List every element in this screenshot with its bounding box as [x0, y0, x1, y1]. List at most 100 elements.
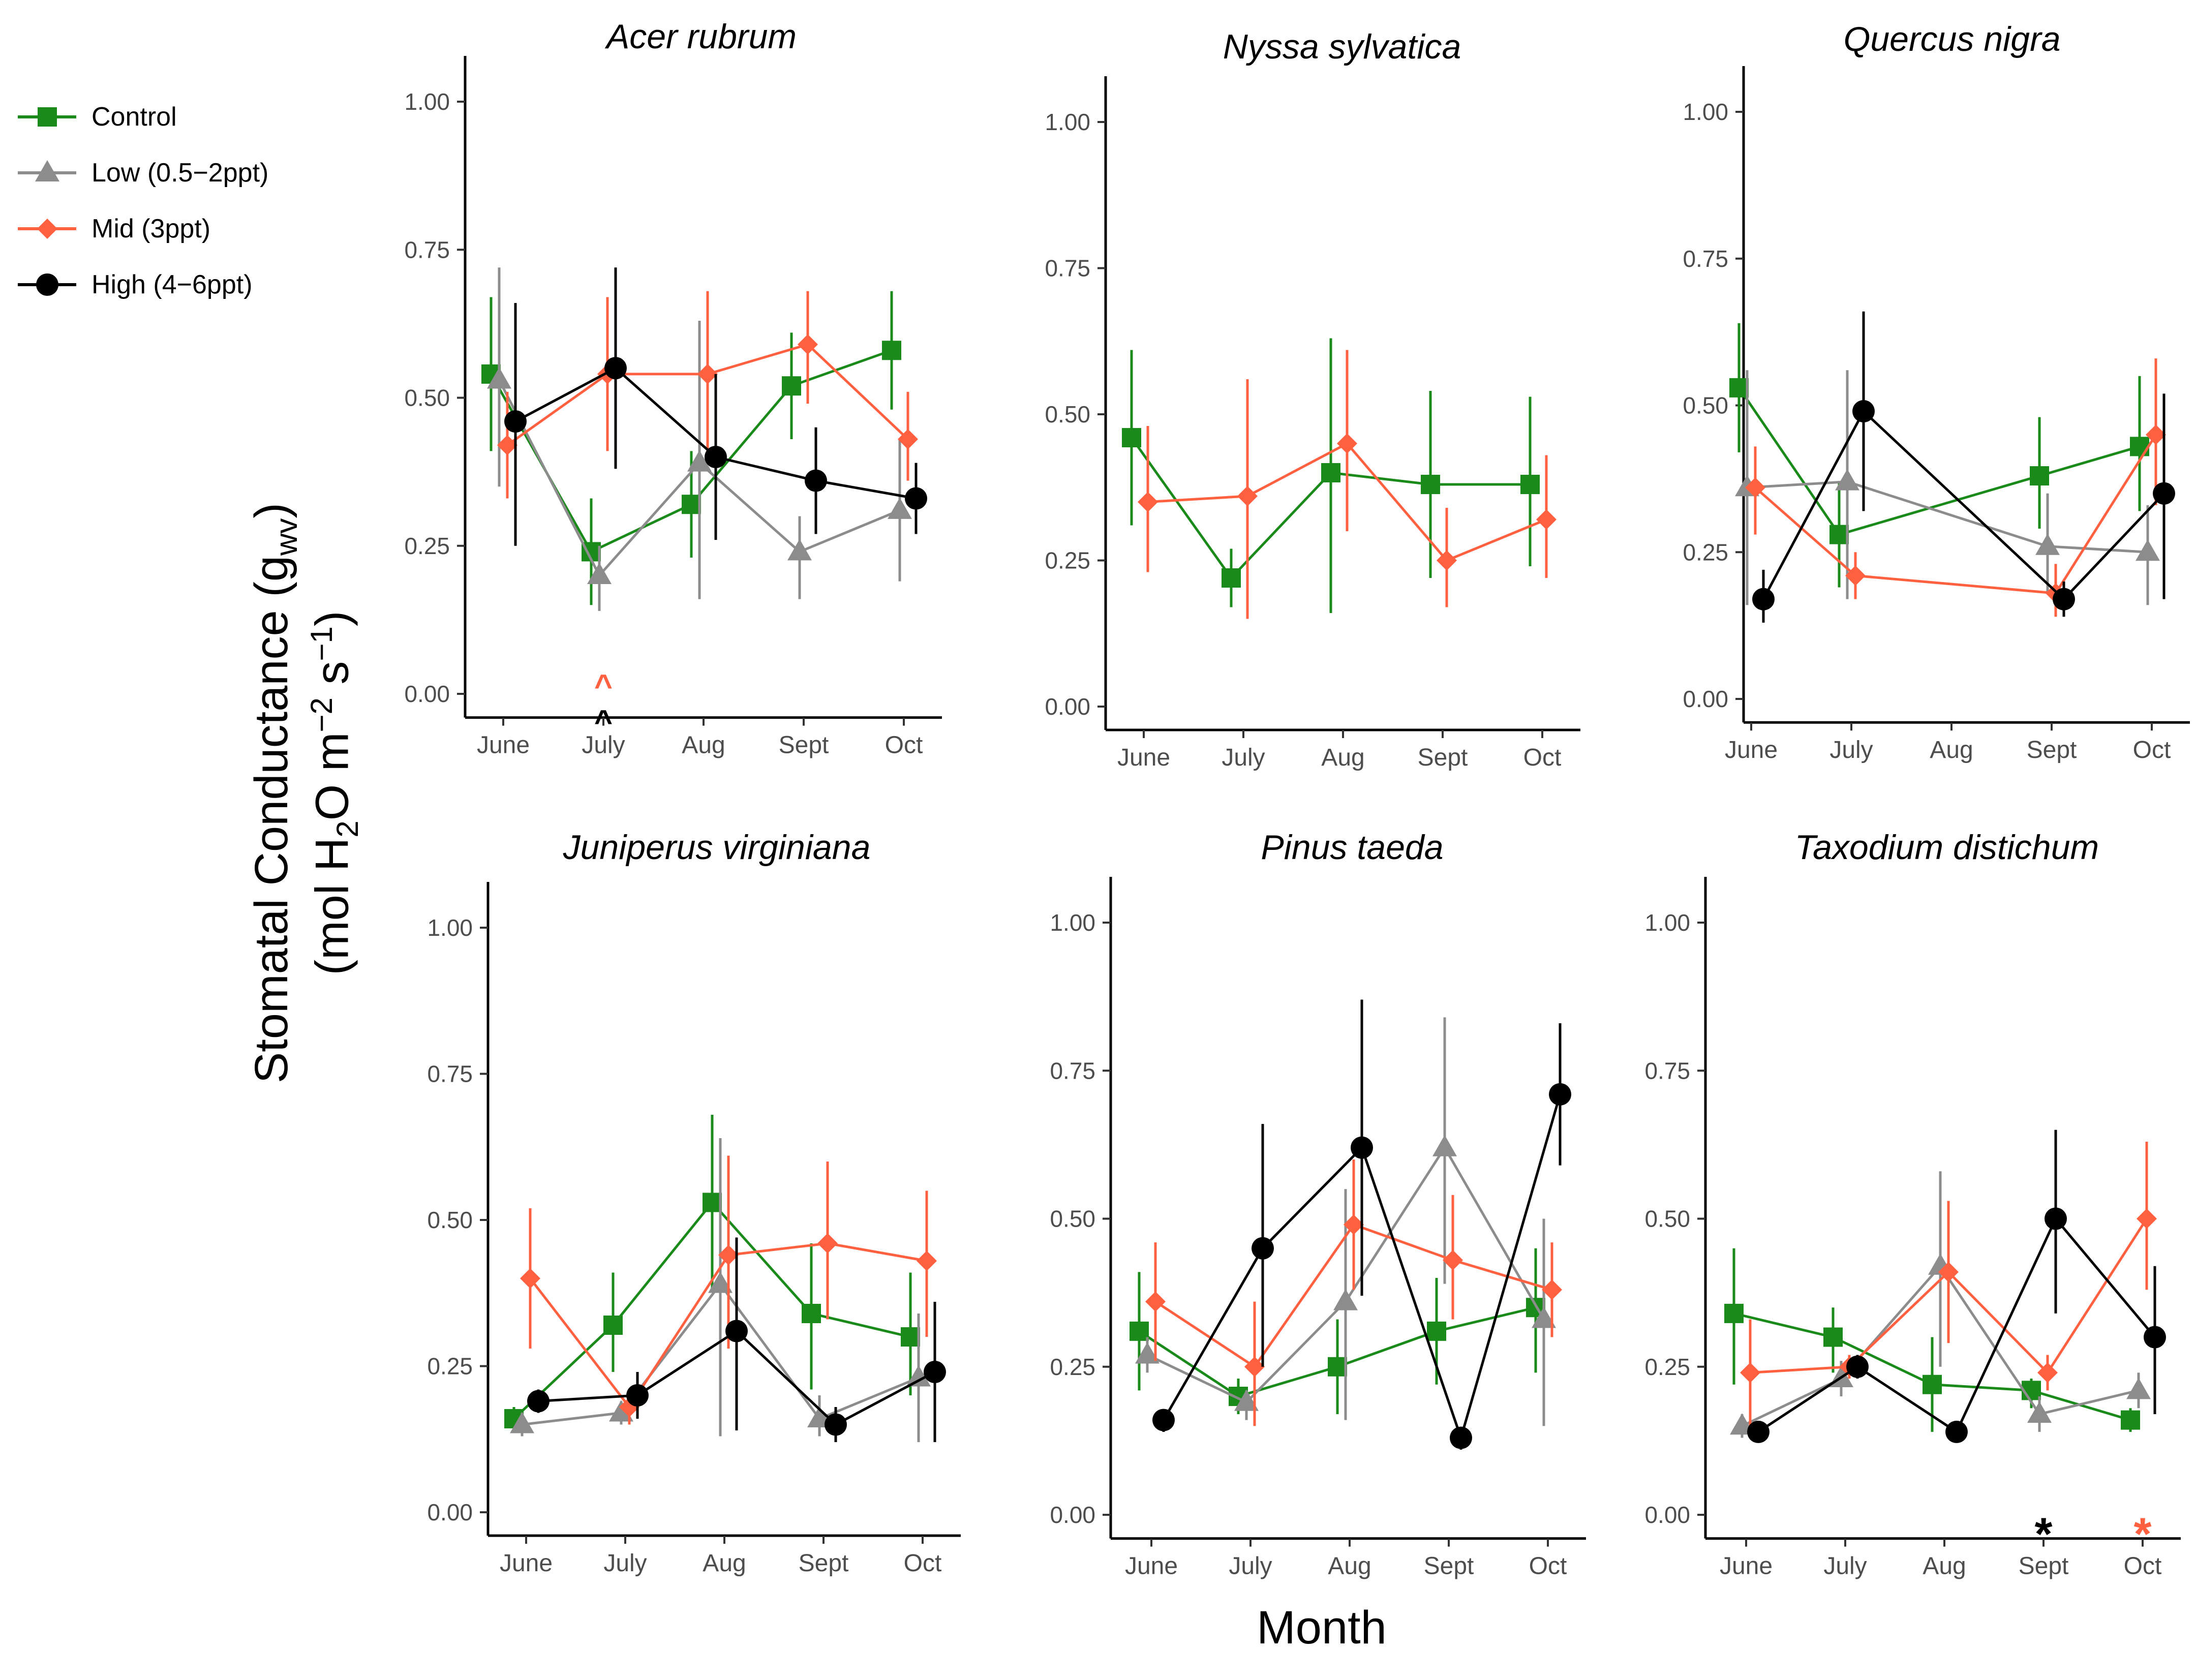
data-point: [802, 1304, 821, 1323]
data-point: [497, 435, 517, 455]
x-tick-label: July: [582, 732, 625, 759]
data-point: [2126, 1378, 2151, 1399]
data-point: [1542, 1279, 1562, 1300]
data-point: [603, 1316, 623, 1335]
y-tick-label: 0.50: [427, 1207, 473, 1233]
series-low-0-5-2ppt: [510, 1138, 931, 1442]
data-point: [687, 450, 712, 472]
series-control: [1130, 1248, 1545, 1414]
series-mid-3ppt: [1138, 350, 1557, 619]
data-point: [1724, 1303, 1744, 1323]
data-point: [626, 1384, 649, 1407]
series-line: [1754, 434, 2157, 595]
y-tick-label: 0.25: [404, 533, 450, 559]
y-tick-label: 0.50: [1683, 392, 1728, 419]
data-point: [1845, 565, 1866, 586]
data-point: [1532, 1306, 1556, 1328]
data-point: [1130, 1321, 1149, 1341]
x-tick-label: June: [500, 1550, 553, 1577]
legend-label: High (4−6ppt): [92, 270, 253, 299]
x-tick-label: July: [1823, 1553, 1867, 1580]
y-tick-label: 1.00: [1045, 109, 1090, 135]
data-point: [1520, 475, 1540, 494]
series-mid-3ppt: [497, 291, 918, 499]
series-control: [504, 1115, 920, 1430]
data-point: [1321, 463, 1340, 482]
x-tick-label: Aug: [703, 1550, 746, 1577]
series-line: [1762, 409, 2165, 601]
y-tick-label: 1.00: [404, 88, 450, 115]
data-point: [703, 1193, 722, 1212]
data-point: [1421, 475, 1440, 494]
series-mid-3ppt: [1145, 1159, 1562, 1426]
data-point: [1945, 1420, 1968, 1443]
panel-title: Nyssa sylvatica: [1223, 27, 1461, 66]
data-point: [901, 1327, 920, 1347]
data-point: [1135, 1342, 1160, 1364]
y-tick-label: 1.00: [427, 914, 473, 941]
data-point: [906, 1365, 931, 1387]
data-point: [1427, 1321, 1446, 1341]
x-tick-label: June: [1125, 1553, 1178, 1580]
panel-quercus-nigra: 0.00 0.25 0.50 0.75 1.00 June July Aug Sept Oct Qu…: [1683, 20, 2190, 763]
x-tick-label: Sept: [1418, 744, 1468, 771]
data-point: [718, 1245, 739, 1265]
x-tick-label: June: [1720, 1553, 1773, 1580]
significance-marker: ^: [594, 668, 613, 704]
data-point: [825, 1413, 847, 1436]
data-point: [1852, 400, 1875, 423]
data-point: [1344, 1214, 1364, 1235]
x-tick-label: Oct: [1523, 744, 1562, 771]
y-tick-label: 0.50: [1644, 1206, 1690, 1232]
x-axis-label: Month: [1257, 1602, 1387, 1654]
y-tick-label: 0.50: [1045, 401, 1090, 427]
data-point: [2153, 482, 2175, 505]
y-tick-label: 0.75: [1050, 1057, 1095, 1084]
legend-label: Mid (3ppt): [92, 214, 211, 243]
data-point: [1835, 469, 1859, 491]
series-control: [481, 291, 901, 605]
data-point: [1846, 1355, 1869, 1378]
data-point: [1328, 1357, 1347, 1377]
x-tick-label: Sept: [2027, 737, 2077, 763]
data-point: [1729, 378, 1749, 398]
data-point: [1237, 486, 1258, 506]
data-point: [2053, 588, 2075, 610]
x-tick-label: Sept: [779, 732, 829, 759]
x-tick-label: Aug: [1930, 737, 1973, 763]
legend-item-low: Low (0.5−2ppt): [15, 145, 268, 201]
panel-acer-rubrum: 0.00 0.25 0.50 0.75 1.00 June July Aug Sept Oct Ac…: [404, 17, 942, 759]
legend-item-high: High (4−6ppt): [15, 257, 268, 313]
data-point: [798, 334, 818, 355]
y-tick-label: 0.50: [1050, 1206, 1095, 1232]
y-tick-label: 0.00: [404, 681, 450, 707]
y-tick-label: 0.75: [404, 236, 450, 263]
data-point: [2144, 1326, 2166, 1349]
y-tick-label: 0.75: [1683, 246, 1728, 272]
data-point: [917, 1250, 937, 1271]
data-point: [805, 469, 827, 492]
data-point: [1536, 509, 1557, 530]
data-point: [817, 1233, 838, 1254]
data-point: [2121, 1410, 2140, 1430]
x-tick-label: Oct: [2133, 737, 2171, 763]
data-point: [504, 410, 527, 433]
legend-item-control: Control: [15, 89, 268, 145]
data-point: [1443, 1250, 1463, 1271]
data-point: [2137, 1208, 2157, 1229]
series-low-0-5-2ppt: [1135, 1017, 1556, 1426]
y-axis-label: Stomatal Conductance (gwv) (mol H2O m−2 …: [245, 503, 365, 1083]
x-tick-label: June: [477, 732, 530, 759]
x-tick-label: Aug: [1328, 1553, 1371, 1580]
data-point: [924, 1361, 946, 1383]
legend-key-diamond-icon: [18, 219, 76, 239]
y-axis-label-line-2: (mol H2O m−2 s−1): [304, 610, 365, 975]
data-point: [1222, 568, 1241, 588]
data-point: [1234, 1389, 1259, 1411]
data-point: [682, 495, 701, 514]
series-mid-3ppt: [520, 1155, 937, 1425]
data-point: [1938, 1262, 1959, 1282]
x-tick-label: Oct: [885, 732, 923, 759]
x-tick-label: June: [1725, 737, 1778, 763]
